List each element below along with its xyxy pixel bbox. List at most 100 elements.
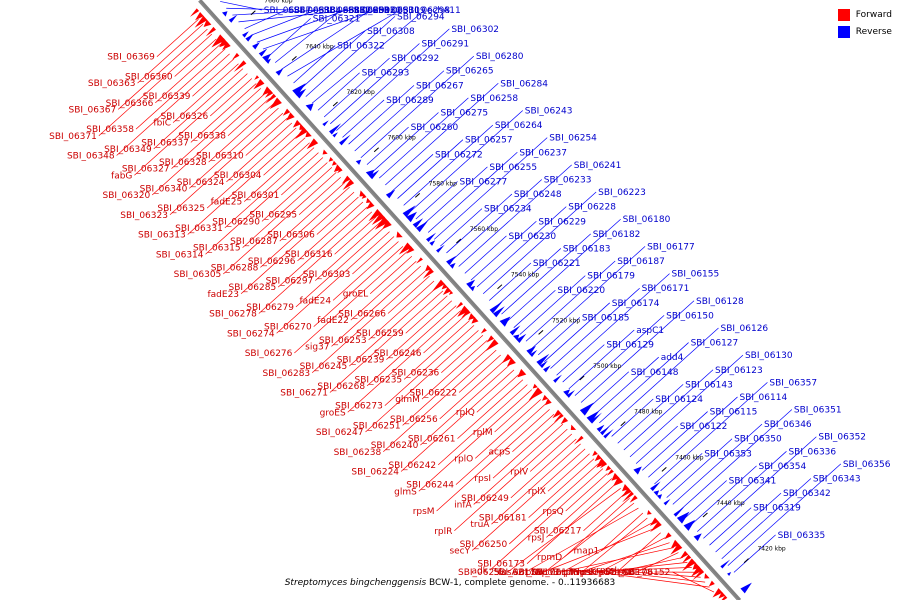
reverse-gene-label: SBI_06321 — [313, 14, 361, 24]
forward-gene-label: rplW — [522, 568, 543, 578]
leader-line — [323, 57, 390, 118]
leader-line — [635, 425, 678, 464]
reverse-gene-label: SBI_06124 — [655, 395, 703, 405]
forward-gene-label: fadE23 — [208, 290, 240, 300]
leader-line — [151, 93, 266, 196]
leader-line — [529, 433, 573, 472]
forward-gene-label: SBI_06236 — [392, 369, 440, 379]
forward-gene-label: SBI_06261 — [408, 435, 456, 445]
forward-gene — [574, 435, 584, 445]
reverse-gene — [509, 325, 521, 336]
forward-gene — [269, 97, 282, 110]
reverse-gene-label: SBI_06343 — [813, 475, 861, 485]
forward-gene-label: SBI_06349 — [104, 145, 152, 155]
forward-gene — [232, 52, 240, 60]
forward-gene-label: SBI_06366 — [106, 99, 154, 109]
reverse-gene — [553, 374, 563, 383]
forward-gene — [461, 309, 471, 318]
leader-line — [297, 201, 364, 262]
scale-label: 7560 kbp — [470, 226, 498, 233]
forward-gene-label: adk — [471, 566, 488, 576]
leader-line — [611, 398, 654, 437]
leader-line — [457, 379, 524, 439]
reverse-gene — [355, 159, 362, 165]
forward-gene — [682, 558, 696, 572]
leader-line — [648, 396, 738, 478]
forward-gene-label: SBI_06338 — [178, 132, 226, 142]
forward-gene-label: SBI_06324 — [177, 178, 225, 188]
reverse-gene — [402, 205, 416, 218]
leader-line — [464, 235, 507, 274]
forward-gene-label: SBI_06313 — [138, 231, 186, 241]
leader-line — [171, 88, 261, 169]
forward-gene-label: rplO — [454, 454, 473, 464]
forward-gene — [406, 246, 415, 254]
reverse-gene-label: SBI_06130 — [745, 351, 793, 361]
forward-gene-label: SBI_06252 — [458, 568, 506, 578]
forward-gene — [189, 8, 200, 17]
leader-line — [495, 248, 562, 308]
forward-gene — [322, 149, 328, 155]
forward-gene-label: groES — [320, 408, 346, 418]
leader-line — [482, 191, 597, 294]
scale-tick — [332, 101, 338, 107]
leader-line — [543, 527, 657, 573]
reverse-gene-label: SBI_06334 — [294, 6, 342, 16]
forward-gene — [606, 469, 614, 476]
forward-gene — [422, 268, 434, 279]
reverse-gene — [683, 519, 696, 531]
scale-tick — [497, 284, 503, 290]
forward-gene-label: SBI_06271 — [280, 389, 328, 399]
leader-line — [330, 43, 420, 125]
leader-line — [220, 1, 262, 11]
forward-gene — [342, 179, 355, 190]
forward-gene — [594, 454, 602, 462]
forward-gene-label: SBI_06326 — [161, 112, 209, 122]
forward-gene — [286, 112, 295, 121]
scale-tick — [743, 558, 749, 564]
forward-gene — [553, 413, 564, 423]
forward-gene — [679, 550, 689, 560]
forward-gene — [712, 588, 723, 598]
forward-gene-label: SBI_06239 — [337, 356, 385, 366]
forward-gene-label: SBI_06173 — [477, 560, 525, 570]
reverse-gene-label: echA11 — [427, 6, 461, 16]
forward-gene — [560, 417, 569, 425]
scale-tick — [291, 55, 297, 61]
scale-label: 7480 kbp — [634, 409, 662, 416]
forward-gene-label: SBI_06224 — [351, 468, 399, 478]
reverse-gene-label: SBI_06174 — [612, 299, 660, 309]
leader-line — [629, 354, 744, 458]
forward-gene-label: fabG — [111, 171, 132, 181]
leader-line — [420, 364, 510, 446]
reverse-gene-label: SBI_06128 — [696, 297, 744, 307]
reverse-gene-label: SBI_06322 — [337, 42, 385, 52]
leader-line — [581, 517, 648, 573]
forward-gene-label: SBI_06152 — [623, 568, 671, 578]
reverse-gene-label: SBI_06332 — [324, 6, 372, 16]
reverse-gene-label: SBI_06123 — [715, 366, 763, 376]
forward-gene — [328, 156, 334, 162]
leader-line — [580, 542, 670, 573]
reverse-gene — [449, 262, 456, 269]
gene-labels: SBI_06369SBI_06363SBI_06367SBI_06371SBI_… — [49, 6, 891, 578]
leader-line — [721, 478, 812, 560]
reverse-gene — [740, 582, 752, 594]
forward-gene — [544, 398, 552, 406]
reverse-gene-label: SBI_06255 — [489, 163, 537, 173]
forward-gene — [507, 357, 516, 367]
leader-line — [672, 423, 763, 505]
forward-gene-label: SBI_06270 — [264, 323, 312, 333]
reverse-gene-label: SBI_06309 — [378, 6, 426, 16]
forward-gene-label: SBI_06266 — [338, 309, 386, 319]
forward-gene — [305, 130, 312, 138]
scale-tick — [414, 192, 421, 198]
forward-gene — [265, 93, 277, 104]
forward-gene — [374, 216, 390, 230]
leader-line — [402, 344, 493, 426]
reverse-gene — [436, 244, 445, 253]
leader-line — [331, 265, 421, 347]
reverse-gene — [499, 316, 511, 327]
forward-gene-label: SBI_06301 — [232, 191, 280, 201]
